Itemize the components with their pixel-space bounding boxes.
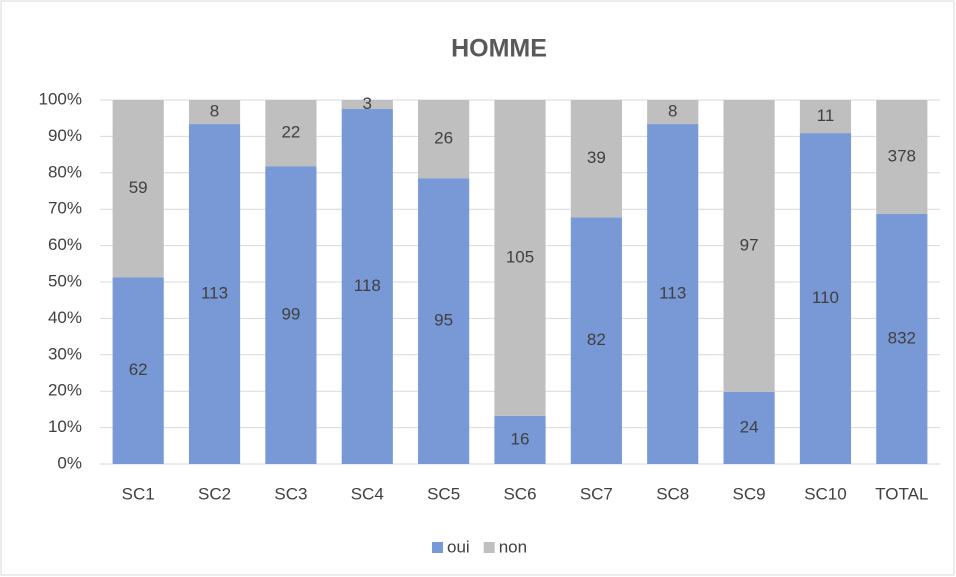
bar-segment (494, 100, 546, 416)
data-label: 113 (659, 284, 686, 303)
data-label: 22 (281, 123, 300, 142)
data-label: 378 (888, 146, 916, 165)
bar-segment (723, 391, 775, 464)
x-tick-label: SC5 (427, 484, 460, 503)
chart-title: HOMME (451, 35, 547, 63)
bar-segment (341, 100, 393, 110)
data-label: 62 (129, 360, 148, 379)
legend-label: non (499, 537, 527, 556)
x-tick-label: SC6 (503, 484, 536, 503)
bar-segment (876, 213, 928, 464)
data-label: 105 (506, 247, 534, 266)
bar-segment (570, 100, 622, 218)
bar-segment (570, 217, 622, 464)
bar-segment (418, 178, 470, 464)
data-label: 97 (740, 235, 759, 254)
x-tick-label: SC2 (198, 484, 231, 503)
y-tick-label: 50% (48, 271, 82, 290)
bar-segment (265, 166, 317, 464)
y-tick-label: 60% (48, 235, 82, 254)
bar-segment (723, 100, 775, 392)
data-label: 8 (668, 102, 677, 121)
bar-segment (112, 100, 164, 278)
y-tick-label: 10% (48, 417, 82, 436)
legend-label: oui (447, 537, 470, 556)
y-tick-label: 20% (48, 381, 82, 400)
data-label: 24 (740, 417, 759, 436)
y-tick-label: 80% (48, 162, 82, 181)
y-tick-label: 40% (48, 308, 82, 327)
data-label: 118 (354, 276, 381, 295)
data-label: 82 (587, 330, 606, 349)
data-label: 99 (281, 305, 300, 324)
data-label: 26 (434, 129, 453, 148)
data-label: 16 (511, 429, 530, 448)
x-tick-label: SC7 (580, 484, 613, 503)
x-tick-label: SC10 (804, 484, 847, 503)
y-tick-label: 0% (57, 453, 82, 472)
data-label: 8 (210, 102, 219, 121)
x-tick-label: SC9 (733, 484, 766, 503)
data-label: 95 (434, 311, 453, 330)
y-tick-label: 100% (39, 89, 82, 108)
x-tick-label: SC8 (656, 484, 689, 503)
bar-segment (647, 100, 699, 125)
data-label: 3 (363, 94, 372, 113)
bar-segment (188, 124, 241, 465)
data-label: 59 (129, 178, 148, 197)
bar-segment (799, 100, 852, 134)
bar-segment (341, 109, 393, 465)
bar-segment (799, 133, 852, 464)
bar-segment (647, 124, 699, 465)
bar-segment (188, 100, 241, 125)
x-tick-label: TOTAL (875, 484, 928, 503)
bar-segment (265, 100, 317, 167)
bar-segment (418, 100, 470, 179)
bar-segment (112, 277, 164, 464)
legend-swatch (483, 542, 495, 553)
bar-segment (876, 100, 928, 214)
y-tick-label: 30% (48, 344, 82, 363)
legend-swatch (432, 542, 443, 553)
data-label: 11 (817, 106, 835, 125)
data-label: 39 (587, 148, 606, 167)
y-tick-label: 90% (48, 126, 82, 145)
x-tick-label: SC3 (274, 484, 307, 503)
bar-segment (494, 415, 546, 464)
data-label: 113 (201, 284, 228, 303)
x-tick-label: SC4 (351, 484, 384, 503)
data-label: 110 (812, 288, 839, 307)
data-label: 832 (888, 328, 916, 347)
y-tick-label: 70% (48, 199, 82, 218)
x-tick-label: SC1 (122, 484, 155, 503)
